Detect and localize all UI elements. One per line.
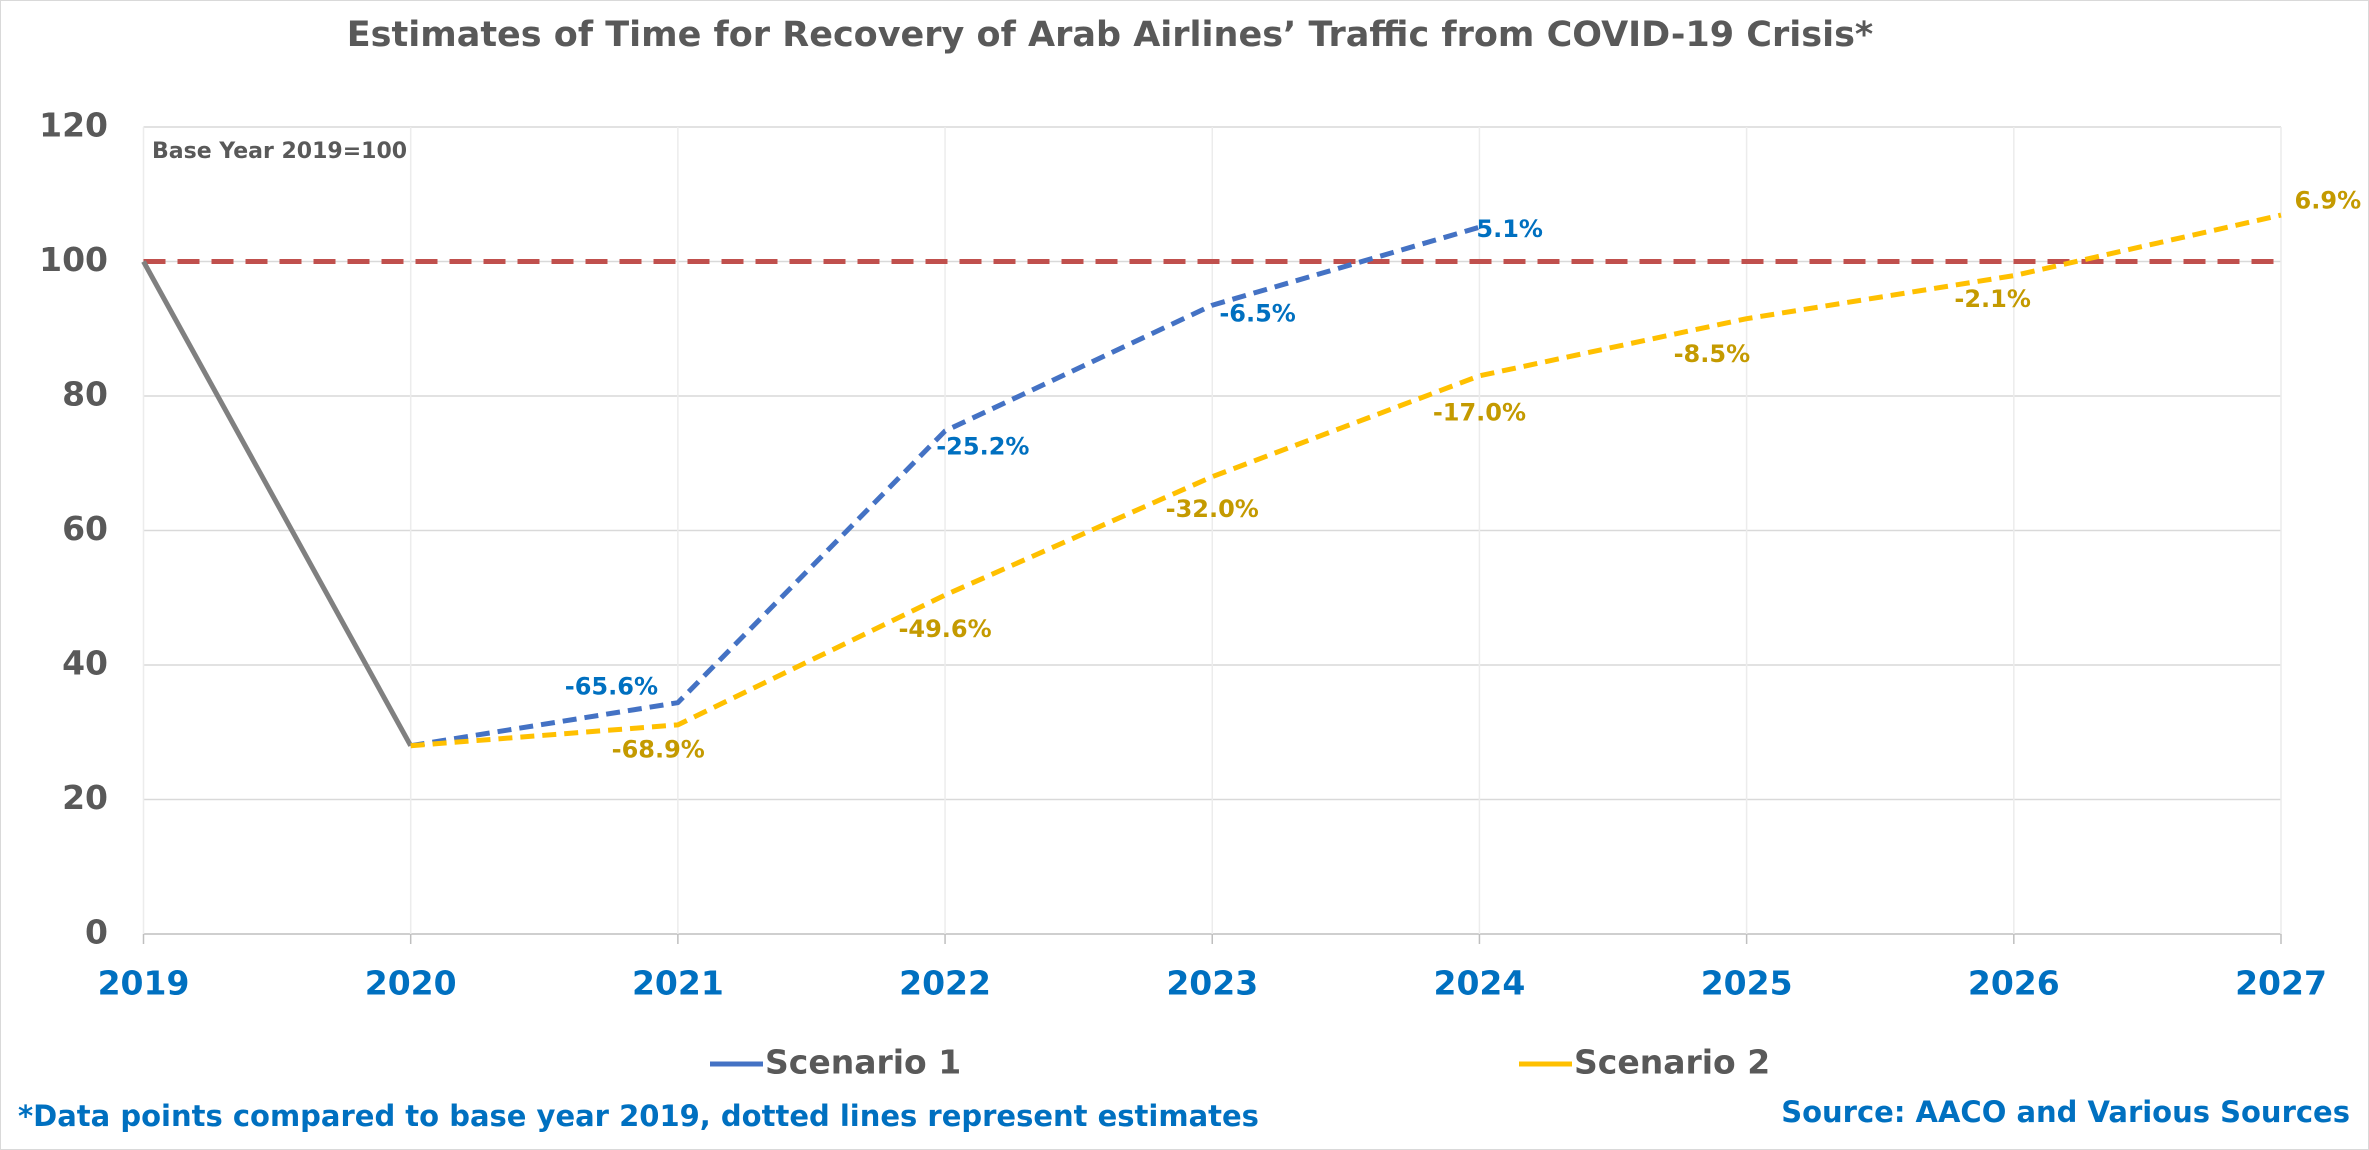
data-label: -2.1% — [1954, 285, 2031, 313]
x-tick-label: 2023 — [1166, 964, 1258, 1003]
annotation: Base Year 2019=100 — [152, 139, 407, 164]
x-tick-label: 2027 — [2235, 964, 2327, 1003]
data-label: 6.9% — [2295, 186, 2362, 214]
x-tick-label: 2022 — [899, 964, 991, 1003]
data-label: -8.5% — [1674, 340, 1751, 368]
x-tick-label: 2025 — [1701, 964, 1793, 1003]
x-tick-label: 2024 — [1434, 964, 1526, 1003]
data-label: -68.9% — [612, 736, 705, 764]
x-tick-label: 2021 — [632, 964, 724, 1003]
y-tick-label: 0 — [85, 913, 108, 952]
data-label: -65.6% — [565, 673, 658, 701]
x-tick-label: 2020 — [365, 964, 457, 1003]
data-label: -17.0% — [1433, 399, 1526, 427]
y-tick-label: 40 — [62, 644, 108, 683]
footnote: *Data points compared to base year 2019,… — [18, 1099, 1259, 1133]
data-label: 5.1% — [1476, 215, 1543, 243]
y-tick-label: 80 — [62, 375, 108, 414]
series-line — [141, 260, 413, 747]
data-label: -6.5% — [1219, 299, 1296, 327]
series-line — [410, 224, 1481, 749]
y-tick-label: 20 — [62, 778, 108, 817]
series-line — [410, 212, 2282, 749]
legend-label: Scenario 2 — [1574, 1043, 1770, 1082]
y-tick-label: 120 — [39, 106, 108, 145]
x-tick-label: 2026 — [1968, 964, 2060, 1003]
source: Source: AACO and Various Sources — [1781, 1095, 2350, 1129]
chart-title: Estimates of Time for Recovery of Arab A… — [347, 15, 1873, 55]
data-label: -25.2% — [936, 433, 1029, 461]
x-tick-label: 2019 — [98, 964, 190, 1003]
legend-label: Scenario 1 — [765, 1043, 961, 1082]
y-tick-label: 100 — [39, 240, 108, 279]
y-tick-label: 60 — [62, 509, 108, 548]
data-label: -32.0% — [1166, 495, 1259, 523]
data-label: -49.6% — [898, 615, 991, 643]
